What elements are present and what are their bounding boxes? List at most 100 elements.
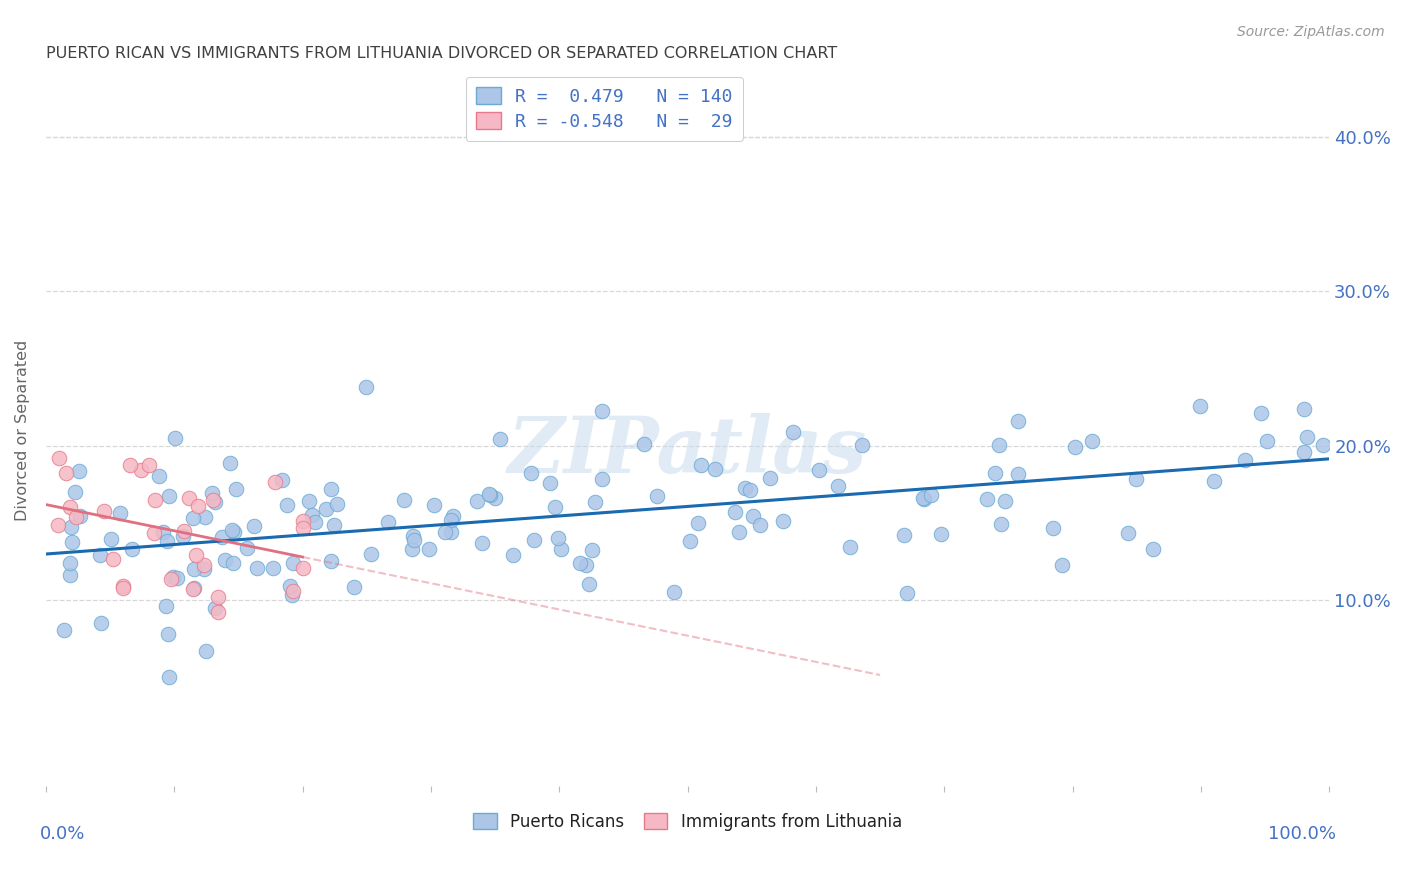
Text: PUERTO RICAN VS IMMIGRANTS FROM LITHUANIA DIVORCED OR SEPARATED CORRELATION CHAR: PUERTO RICAN VS IMMIGRANTS FROM LITHUANI… — [46, 46, 837, 62]
Point — [48, 450, 70, 465]
Point — [162, 570, 184, 584]
Point — [155, 599, 177, 613]
Point — [591, 404, 613, 418]
Point — [440, 513, 463, 527]
Point — [276, 498, 298, 512]
Point — [1050, 558, 1073, 573]
Point — [138, 458, 160, 472]
Point — [994, 494, 1017, 508]
Point — [633, 437, 655, 451]
Point — [69, 509, 91, 524]
Point — [342, 580, 364, 594]
Point — [929, 526, 952, 541]
Point — [540, 476, 562, 491]
Point — [489, 432, 512, 446]
Point — [423, 498, 446, 512]
Point — [225, 483, 247, 497]
Point — [441, 509, 464, 524]
Point — [839, 540, 862, 554]
Point — [912, 491, 935, 506]
Point — [741, 509, 763, 524]
Point — [246, 561, 269, 575]
Point — [544, 500, 567, 515]
Point — [65, 509, 87, 524]
Point — [262, 560, 284, 574]
Point — [143, 493, 166, 508]
Point — [177, 491, 200, 505]
Text: 0.0%: 0.0% — [39, 824, 84, 843]
Point — [301, 508, 323, 522]
Point — [89, 549, 111, 563]
Point — [160, 572, 183, 586]
Point — [59, 500, 82, 515]
Point — [283, 583, 305, 598]
Point — [686, 516, 709, 530]
Point — [326, 497, 349, 511]
Point — [181, 511, 204, 525]
Point — [645, 489, 668, 503]
Point — [988, 438, 1011, 452]
Point — [727, 524, 749, 539]
Point — [749, 518, 772, 533]
Point — [575, 558, 598, 572]
Point — [520, 466, 543, 480]
Point — [304, 515, 326, 529]
Point — [479, 487, 502, 501]
Point — [291, 561, 314, 575]
Point — [439, 525, 461, 540]
Point — [60, 535, 83, 549]
Point — [734, 481, 756, 495]
Point — [418, 541, 440, 556]
Point — [112, 582, 135, 596]
Point — [46, 518, 69, 533]
Point — [976, 491, 998, 506]
Point — [111, 579, 134, 593]
Point — [404, 533, 426, 547]
Point — [782, 425, 804, 439]
Point — [157, 627, 180, 641]
Point — [1256, 434, 1278, 448]
Point — [319, 483, 342, 497]
Point — [52, 624, 75, 638]
Point — [315, 501, 337, 516]
Point — [394, 492, 416, 507]
Point — [148, 469, 170, 483]
Point — [118, 458, 141, 472]
Point — [59, 567, 82, 582]
Point — [201, 486, 224, 500]
Point — [569, 556, 592, 570]
Point — [662, 584, 685, 599]
Point — [990, 516, 1012, 531]
Point — [523, 533, 546, 547]
Point — [207, 606, 229, 620]
Point — [152, 524, 174, 539]
Point — [181, 582, 204, 597]
Point — [1292, 401, 1315, 416]
Point — [1295, 430, 1317, 444]
Point — [298, 494, 321, 508]
Point — [194, 510, 217, 524]
Point — [827, 479, 849, 493]
Point — [103, 551, 125, 566]
Point — [1042, 521, 1064, 535]
Point — [129, 463, 152, 477]
Point — [204, 600, 226, 615]
Point — [1125, 472, 1147, 486]
Point — [90, 616, 112, 631]
Point — [165, 431, 187, 445]
Point — [1250, 406, 1272, 420]
Point — [772, 514, 794, 528]
Point — [166, 571, 188, 585]
Point — [55, 466, 77, 480]
Point — [93, 504, 115, 518]
Point — [157, 489, 180, 503]
Point — [236, 541, 259, 555]
Point — [67, 464, 90, 478]
Point — [172, 529, 194, 543]
Point — [465, 494, 488, 508]
Point — [201, 493, 224, 508]
Point — [984, 466, 1007, 480]
Point — [484, 491, 506, 506]
Y-axis label: Divorced or Separated: Divorced or Separated — [15, 340, 30, 521]
Point — [214, 553, 236, 567]
